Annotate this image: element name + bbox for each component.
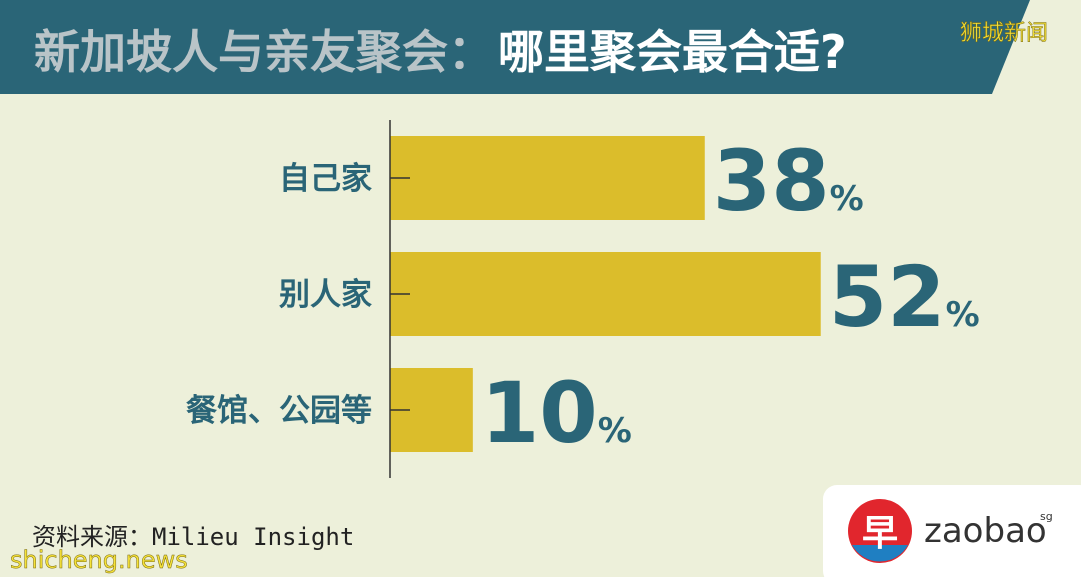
value-label: 52% bbox=[829, 248, 980, 346]
value-label: 38% bbox=[713, 132, 864, 230]
logo-mark: 早 bbox=[862, 513, 898, 554]
watermark: shicheng.news bbox=[10, 546, 188, 574]
chart-title: 新加坡人与亲友聚会： bbox=[34, 25, 494, 79]
bar bbox=[390, 136, 705, 220]
y-tick-label: 餐馆、公园等 bbox=[186, 393, 372, 429]
header-band bbox=[0, 0, 1030, 94]
bar bbox=[390, 252, 821, 336]
y-tick-label: 自己家 bbox=[279, 161, 372, 197]
y-tick-label: 别人家 bbox=[279, 277, 372, 313]
source: 资料来源：Milieu Insight bbox=[32, 523, 354, 551]
value-label: 10% bbox=[481, 364, 632, 462]
logo-suffix: sg bbox=[1040, 510, 1053, 523]
logo-wave bbox=[852, 545, 908, 562]
logo-name: zaobao bbox=[924, 511, 1047, 551]
chart-subtitle: 哪里聚会最合适? bbox=[498, 25, 847, 79]
watermark: 狮城新闻 bbox=[960, 21, 1048, 46]
